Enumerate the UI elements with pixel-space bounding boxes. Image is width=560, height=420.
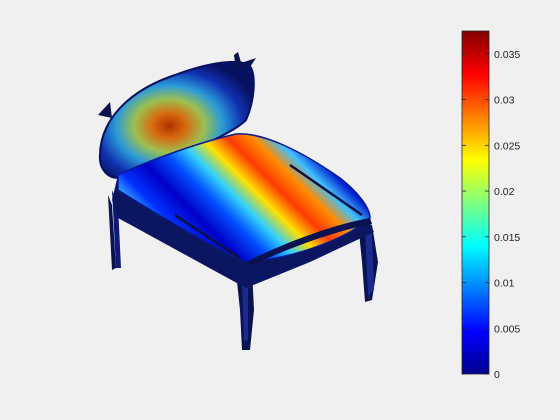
colorbar-tick-label: 0.035 — [494, 49, 520, 61]
colorbar-tick-label: 0.01 — [494, 278, 515, 290]
colorbar: 0.035 0.03 0.025 0.02 0.015 0.01 0.005 0 — [461, 30, 520, 381]
front-leg-middle-b — [242, 280, 248, 342]
seat-crease-left — [174, 213, 241, 260]
seat-apron — [112, 175, 374, 288]
colorbar-tick-label: 0.015 — [494, 232, 520, 244]
seat-crease-right — [289, 163, 363, 217]
colorbar-tick-label: 0 — [494, 369, 500, 381]
back-leg-left — [108, 195, 116, 270]
chair-mesh — [98, 52, 378, 350]
seat-shading — [118, 133, 370, 262]
colorbar-tick-label: 0.03 — [494, 95, 515, 107]
backrest-right-prong — [234, 52, 242, 70]
back-leg-left-b — [112, 190, 121, 268]
front-leg-right-b — [365, 228, 374, 296]
backrest-right-tip — [244, 58, 256, 70]
colorbar-ticks: 0.035 0.03 0.025 0.02 0.015 0.01 0.005 0 — [462, 49, 520, 381]
backrest-left-prong — [98, 102, 112, 118]
colorbar-tick-label: 0.005 — [494, 323, 520, 335]
seat-front-lip — [246, 218, 372, 266]
colorbar-gradient — [461, 30, 490, 375]
colorbar-tick-label: 0.02 — [494, 186, 515, 198]
colorbar-tick-label: 0.025 — [494, 140, 520, 152]
